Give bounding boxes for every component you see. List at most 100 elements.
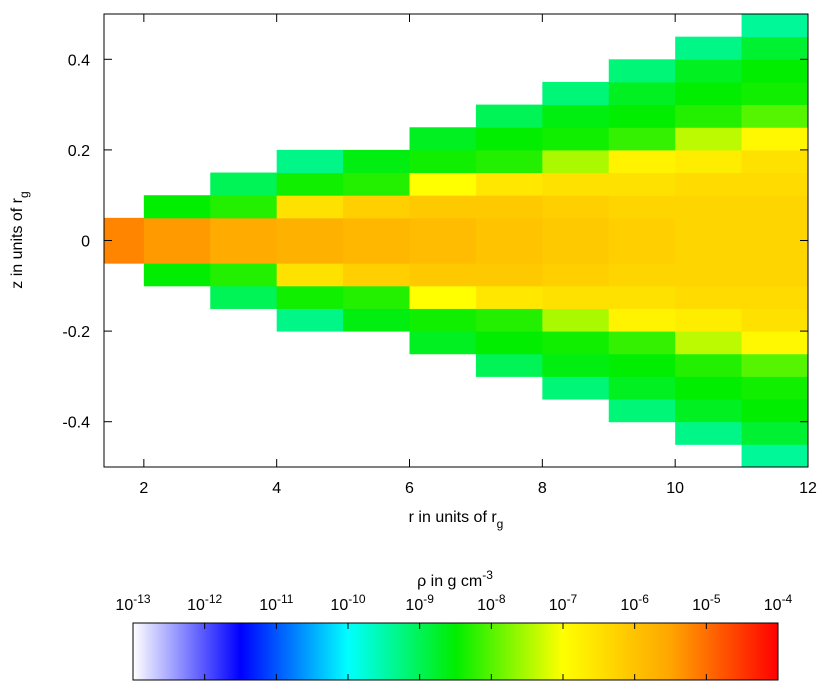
density-cell <box>608 217 676 241</box>
density-cell <box>409 285 477 309</box>
colorbar-tick-exp: -11 <box>277 592 294 606</box>
density-cell <box>542 353 610 377</box>
colorbar-label-text: ρ in g cm <box>417 573 482 590</box>
density-cell <box>608 81 676 106</box>
density-cell <box>276 217 344 241</box>
density-cell <box>276 172 344 196</box>
colorbar-tick-base: 10 <box>764 597 782 614</box>
y-tick-label: -0.4 <box>62 415 90 432</box>
colorbar-label-sup: -3 <box>482 568 493 582</box>
density-cell <box>143 217 211 241</box>
density-cell <box>608 149 676 174</box>
density-cell <box>343 149 411 174</box>
colorbar-tick-base: 10 <box>549 597 567 614</box>
colorbar-tick-label: 10-7 <box>549 592 578 614</box>
density-cell <box>608 353 676 377</box>
density-cell <box>276 195 344 219</box>
density-cell <box>608 331 676 355</box>
density-cell <box>542 263 610 287</box>
density-cell <box>608 376 676 400</box>
density-cell <box>409 263 477 287</box>
density-cell <box>276 149 344 174</box>
y-tick-label: 0.2 <box>68 143 90 160</box>
density-cell <box>608 59 676 83</box>
density-cell <box>542 217 610 241</box>
density-cell <box>741 263 809 287</box>
x-label-text: r in units of r <box>409 509 498 526</box>
density-cell <box>542 285 610 309</box>
x-tick-label: 10 <box>666 480 684 497</box>
density-cell <box>542 308 610 332</box>
density-cell <box>210 195 278 219</box>
density-cell <box>475 308 543 332</box>
x-tick-label: 2 <box>139 480 148 497</box>
density-cell <box>210 240 278 264</box>
colorbar-tick-base: 10 <box>692 597 710 614</box>
density-cell <box>409 240 477 264</box>
density-cell <box>475 127 543 151</box>
colorbar-tick-label: 10-6 <box>620 592 649 614</box>
density-cell <box>409 331 477 355</box>
colorbar-tick-label: 10-8 <box>477 592 506 614</box>
colorbar-tick-base: 10 <box>187 597 205 614</box>
density-cell <box>741 59 809 83</box>
density-cell <box>542 195 610 219</box>
density-cell <box>542 149 610 174</box>
density-cell <box>608 308 676 332</box>
density-cell <box>409 308 477 332</box>
density-cell <box>475 104 543 128</box>
colorbar-tick-label: 10-4 <box>764 592 793 614</box>
density-cell <box>143 263 211 287</box>
density-cell <box>675 399 743 423</box>
colorbar-tick-label: 10-11 <box>259 592 294 614</box>
colorbar-tick-exp: -8 <box>495 592 506 606</box>
y-axis-label: z in units of rg <box>9 191 31 288</box>
density-cell <box>343 263 411 287</box>
density-cell <box>675 104 743 128</box>
colorbar-tick-label: 10-13 <box>115 592 150 614</box>
y-label-text: z in units of r <box>9 197 26 288</box>
density-cell <box>675 308 743 332</box>
density-cell <box>210 263 278 287</box>
density-cell <box>608 263 676 287</box>
colorbar <box>132 622 779 681</box>
density-cell <box>741 172 809 196</box>
density-cell <box>475 172 543 196</box>
density-cell <box>475 217 543 241</box>
density-cell <box>675 353 743 377</box>
colorbar-tick-exp: -10 <box>348 592 366 606</box>
y-tick-label: -0.2 <box>62 324 90 341</box>
density-cell <box>343 308 411 332</box>
colorbar-tick-exp: -7 <box>567 592 578 606</box>
density-cell <box>542 104 610 128</box>
density-cell <box>675 195 743 219</box>
colorbar-tick-exp: -5 <box>710 592 721 606</box>
density-cell <box>104 240 145 264</box>
colorbar-tick-base: 10 <box>259 597 277 614</box>
density-cell <box>542 331 610 355</box>
density-cell <box>343 172 411 196</box>
colorbar-tick-label: 10-5 <box>692 592 721 614</box>
density-cell <box>475 240 543 264</box>
density-cell <box>741 195 809 219</box>
density-cell <box>409 217 477 241</box>
density-cell <box>608 285 676 309</box>
density-cell <box>409 127 477 151</box>
colorbar-tick-base: 10 <box>115 597 133 614</box>
density-cell <box>475 331 543 355</box>
density-cell <box>741 399 809 423</box>
density-cell <box>542 376 610 400</box>
y-tick-label: 0 <box>81 234 90 251</box>
density-cell <box>542 172 610 196</box>
density-cell <box>741 14 809 38</box>
x-tick-label: 8 <box>538 480 547 497</box>
density-cell <box>741 444 809 468</box>
density-cell <box>542 81 610 106</box>
density-cell <box>276 285 344 309</box>
density-cell <box>741 285 809 309</box>
density-cell <box>343 240 411 264</box>
density-cell <box>741 376 809 400</box>
density-cell <box>741 36 809 60</box>
density-cell <box>409 149 477 174</box>
